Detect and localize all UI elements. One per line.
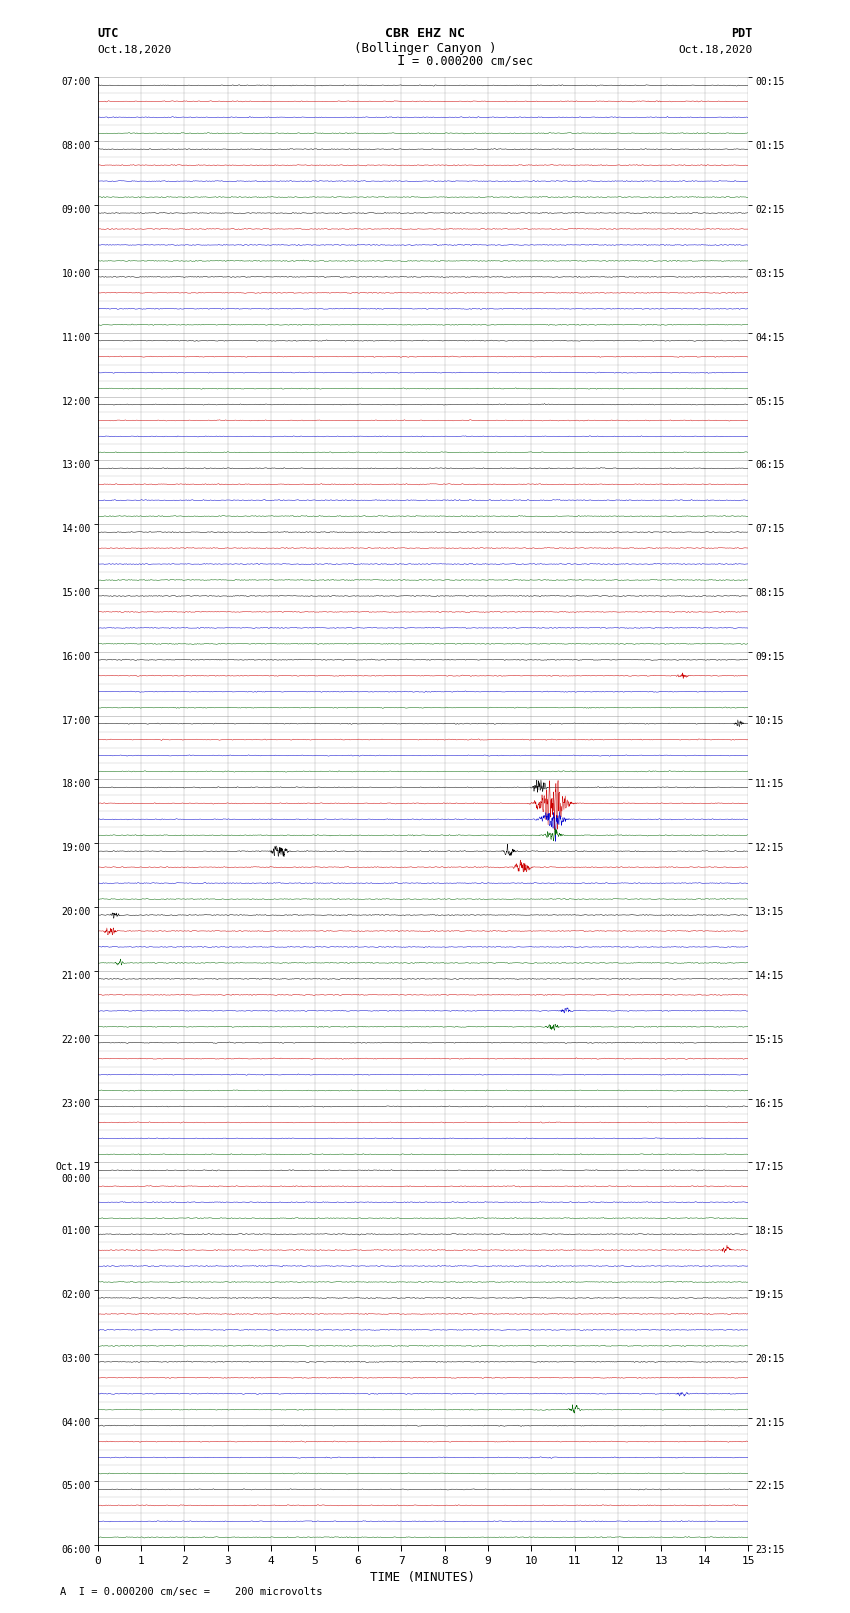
Text: = 0.000200 cm/sec: = 0.000200 cm/sec	[412, 55, 534, 68]
Text: CBR EHZ NC: CBR EHZ NC	[385, 26, 465, 39]
X-axis label: TIME (MINUTES): TIME (MINUTES)	[371, 1571, 475, 1584]
Text: I: I	[397, 53, 405, 68]
Text: Oct.18,2020: Oct.18,2020	[98, 45, 172, 55]
Text: Oct.18,2020: Oct.18,2020	[678, 45, 752, 55]
Text: UTC: UTC	[98, 26, 119, 39]
Text: A  I = 0.000200 cm/sec =    200 microvolts: A I = 0.000200 cm/sec = 200 microvolts	[60, 1587, 322, 1597]
Text: PDT: PDT	[731, 26, 752, 39]
Text: (Bollinger Canyon ): (Bollinger Canyon )	[354, 42, 496, 55]
